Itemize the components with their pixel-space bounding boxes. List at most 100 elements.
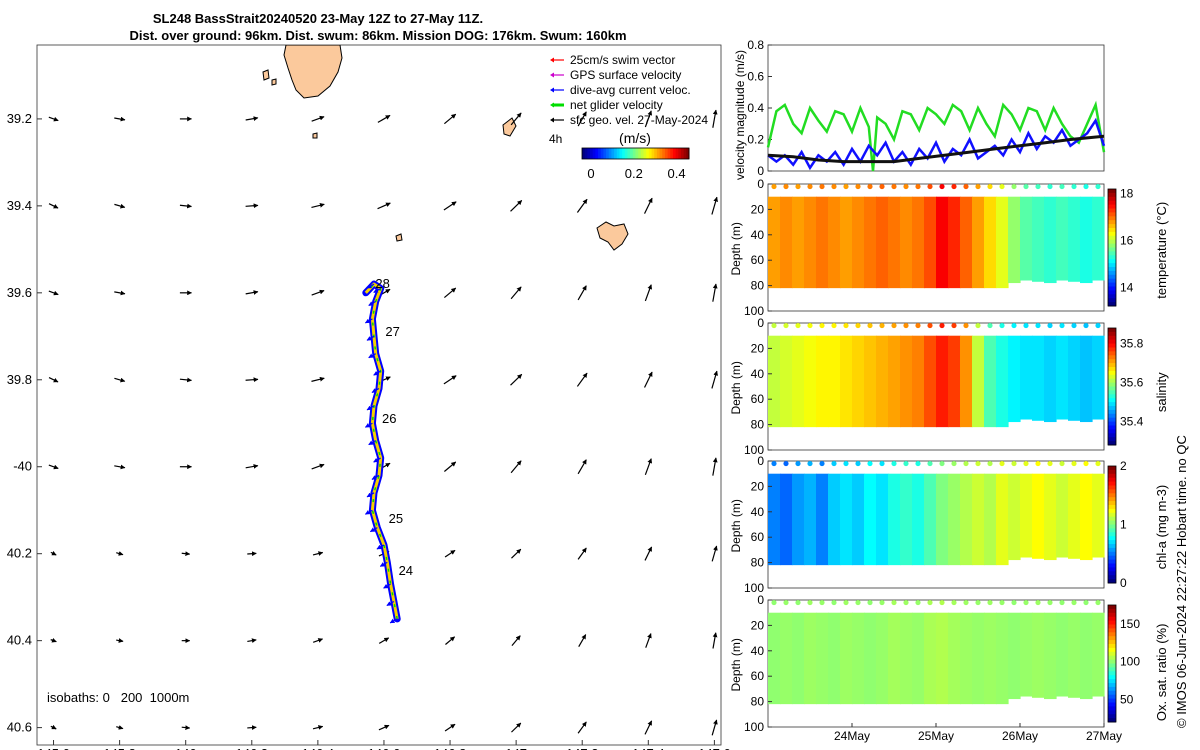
track-dive-arrow xyxy=(366,335,375,341)
heatmap-surface-dot xyxy=(951,599,957,606)
geo-vector-arrow xyxy=(247,551,257,557)
heatmap-colorbar-cell xyxy=(1108,571,1116,576)
heatmap-x-tick-label: 27May xyxy=(1086,729,1122,743)
heatmap-colorbar-tick: 18 xyxy=(1120,187,1134,201)
track-dive-arrow xyxy=(368,440,376,446)
heatmap-colorbar-cell xyxy=(1108,671,1116,676)
heatmap-colorbar-cell xyxy=(1108,683,1116,688)
heatmap-cell xyxy=(828,196,841,289)
heatmap-cell xyxy=(804,612,817,705)
speed-colorbar-cell xyxy=(584,148,588,159)
heatmap-colorbar-cell xyxy=(1108,216,1116,221)
heatmap-surface-dot xyxy=(1023,183,1029,190)
heatmap-y-tick-label: 40 xyxy=(751,228,765,242)
geo-vector-arrow xyxy=(116,638,124,643)
heatmap-surface-dot xyxy=(999,460,1005,467)
track-dive-arrow xyxy=(364,509,373,515)
heatmap-cell xyxy=(840,335,853,428)
heatmap-colorbar-tick: 100 xyxy=(1120,655,1140,669)
heatmap-surface-dot xyxy=(855,183,861,190)
heatmap-y-tick-label: 60 xyxy=(751,669,765,683)
heatmap-surface-dot xyxy=(1071,183,1077,190)
track-centerline xyxy=(364,282,399,620)
heatmap-cell xyxy=(984,473,997,566)
day-label: 24 xyxy=(399,563,413,578)
track-dive-arrow xyxy=(364,422,373,428)
heatmap-colorbar-cell xyxy=(1108,243,1116,248)
heatmap-surface-dot xyxy=(1095,183,1101,190)
heatmap-colorbar-cell xyxy=(1108,694,1116,700)
heatmap-x-tick-label: 24May xyxy=(834,729,870,743)
heatmap-cell xyxy=(1008,473,1021,561)
heatmap-surface-dot xyxy=(951,322,957,329)
heatmap-surface-dot xyxy=(783,460,789,467)
geo-vector-arrow xyxy=(377,202,391,210)
heatmap-colorbar-cell xyxy=(1108,579,1116,584)
heatmap-surface-dot xyxy=(867,183,873,190)
heatmap-cell xyxy=(768,473,781,566)
heatmap-colorbar-cell xyxy=(1108,278,1116,284)
heatmap-surface-dot xyxy=(891,183,897,190)
heatmap-y-tick-label: 0 xyxy=(757,454,764,468)
heatmap-colorbar-cell xyxy=(1108,270,1116,276)
heatmap-cell xyxy=(1056,335,1069,420)
heatmap-surface-dot xyxy=(867,322,873,329)
legend-label: GPS surface velocity xyxy=(570,68,681,82)
heatmap-surface-dot xyxy=(915,322,921,329)
heatmap-cell xyxy=(792,473,805,566)
geo-vector-arrow xyxy=(643,197,653,214)
heatmap-colorbar-cell xyxy=(1108,686,1116,692)
heatmap-colorbar-frame xyxy=(1107,604,1117,723)
heatmap-cell xyxy=(840,473,853,566)
speed-colorbar-cell xyxy=(683,148,687,159)
heatmap-surface-dot xyxy=(999,322,1005,329)
geo-vector-arrow xyxy=(443,113,457,125)
geo-vector-arrow xyxy=(245,116,259,121)
heatmap-colorbar-cell xyxy=(1108,378,1116,384)
heatmap-colorbar-cell xyxy=(1108,247,1116,252)
speed-colorbar-cell xyxy=(622,148,626,159)
heatmap-cell xyxy=(864,473,877,566)
geo-vector-arrow xyxy=(644,720,653,735)
heatmap-colorbar-cell xyxy=(1108,544,1116,549)
map-x-tick-label: 146 xyxy=(175,746,197,750)
chart-title-line2: Dist. over ground: 96km. Dist. swum: 86k… xyxy=(129,28,626,43)
geo-vector-field xyxy=(48,109,718,736)
heatmap-colorbar-cell xyxy=(1108,282,1116,287)
heatmap-cell xyxy=(1020,335,1033,420)
geo-vector-arrow xyxy=(377,114,391,123)
heatmap-cell xyxy=(1068,335,1081,421)
heatmap-y-tick-label: 40 xyxy=(751,644,765,658)
legend-swatch-head xyxy=(550,87,554,93)
heatmap-cell xyxy=(972,612,985,705)
heatmap-surface-dot xyxy=(903,322,909,329)
heatmap-cell xyxy=(852,335,865,428)
heatmap-surface-dot xyxy=(1059,322,1065,329)
heatmap-colorbar-cell xyxy=(1108,212,1116,217)
map-x-tick-label: 146.4 xyxy=(302,746,335,750)
heatmap-cell xyxy=(816,612,829,705)
heatmap-surface-dot xyxy=(915,183,921,190)
legend-label: net glider velocity xyxy=(570,98,663,112)
geo-vector-arrow xyxy=(312,725,324,730)
speed-colorbar-cell xyxy=(667,148,671,159)
speed-colorbar-cell xyxy=(611,148,615,159)
heatmap-cell xyxy=(984,196,997,289)
heatmap-cell xyxy=(804,473,817,566)
heatmap-cell xyxy=(1032,473,1045,559)
heatmap-surface-dot xyxy=(819,322,825,329)
heatmap-y-tick-label: 80 xyxy=(751,418,765,432)
heatmap-cell xyxy=(936,473,949,566)
heatmap-surface-dot xyxy=(1095,460,1101,467)
heatmap-surface-dot xyxy=(987,322,993,329)
heatmap-cell xyxy=(972,473,985,566)
geo-vector-arrow xyxy=(445,636,456,645)
speed-colorbar-cell xyxy=(651,148,655,159)
heatmap-cell xyxy=(876,612,889,705)
heatmap-surface-dot xyxy=(975,599,981,606)
heatmap-y-tick-label: 80 xyxy=(751,279,765,293)
speed-colorbar-cell xyxy=(656,148,661,159)
geo-vector-arrow xyxy=(577,111,587,127)
